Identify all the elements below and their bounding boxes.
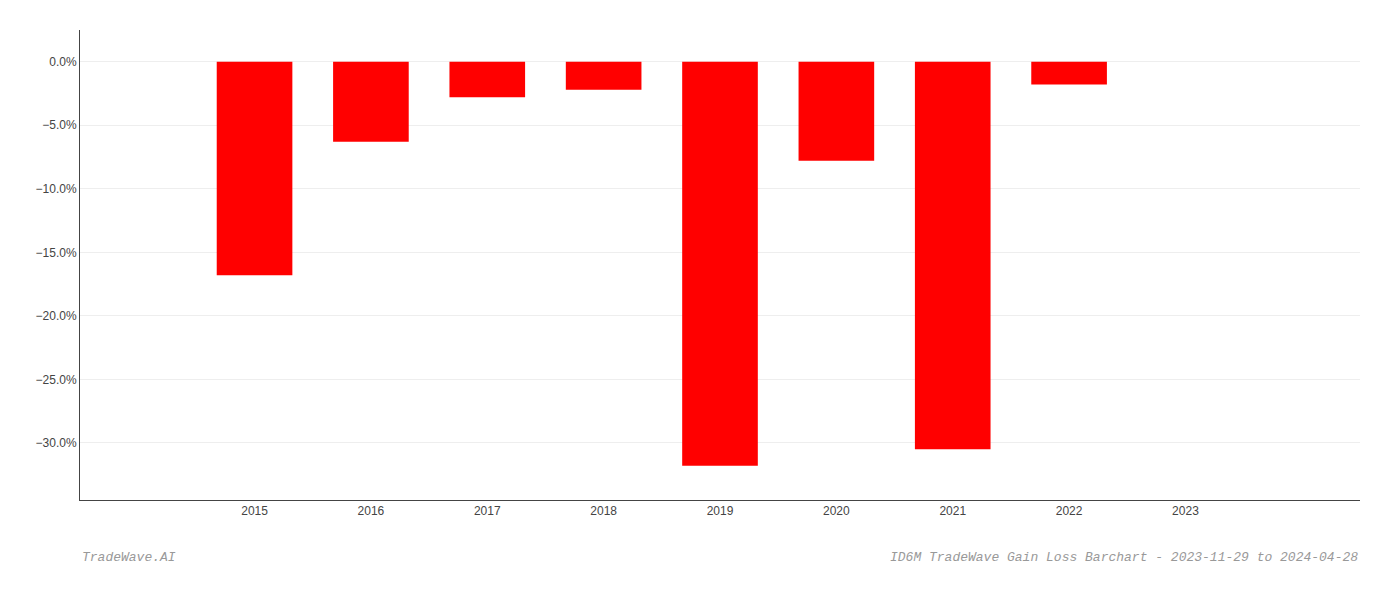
svg-text:−15.0%: −15.0% (36, 246, 77, 260)
svg-text:0.0%: 0.0% (49, 55, 77, 69)
svg-text:−20.0%: −20.0% (36, 309, 77, 323)
svg-text:2015: 2015 (241, 504, 268, 518)
svg-text:−25.0%: −25.0% (36, 373, 77, 387)
svg-text:2020: 2020 (823, 504, 850, 518)
svg-text:TradeWave.AI: TradeWave.AI (82, 550, 176, 565)
svg-text:−10.0%: −10.0% (36, 182, 77, 196)
svg-text:2019: 2019 (707, 504, 734, 518)
svg-text:2018: 2018 (590, 504, 617, 518)
svg-text:−5.0%: −5.0% (42, 118, 77, 132)
svg-text:2017: 2017 (474, 504, 501, 518)
svg-text:2016: 2016 (358, 504, 385, 518)
svg-text:2023: 2023 (1172, 504, 1199, 518)
svg-text:2021: 2021 (939, 504, 966, 518)
svg-text:2022: 2022 (1056, 504, 1083, 518)
svg-text:ID6M TradeWave Gain Loss Barch: ID6M TradeWave Gain Loss Barchart - 2023… (890, 550, 1358, 565)
svg-text:−30.0%: −30.0% (36, 436, 77, 450)
